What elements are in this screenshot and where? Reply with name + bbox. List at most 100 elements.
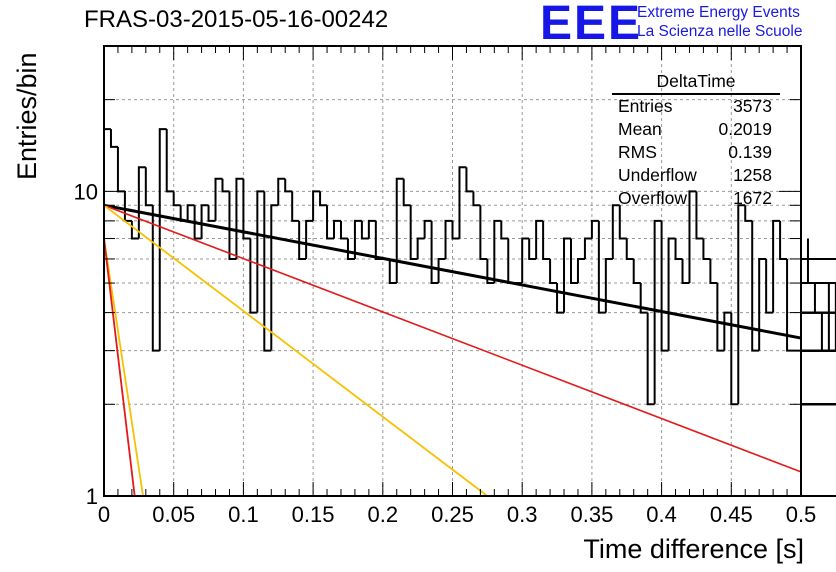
histogram-bin (801, 403, 836, 406)
histogram-bin (319, 191, 328, 207)
histogram-bin (500, 220, 509, 240)
stats-row: Underflow 1258 (612, 164, 780, 187)
logo-caption: Extreme Energy Events La Scienza nelle S… (637, 3, 802, 41)
x-tick-label: 0.05 (152, 502, 195, 527)
histogram-bin (305, 219, 314, 259)
fit-curve (103, 203, 802, 340)
histogram-bin (667, 237, 676, 351)
histogram-bin (632, 258, 641, 285)
stats-label: RMS (618, 142, 657, 162)
histogram-bin (277, 177, 286, 206)
x-tick-label: 0.45 (710, 502, 753, 527)
stats-row: Overflow 1672 (612, 187, 780, 210)
histogram-bin (367, 219, 376, 239)
histogram-bin (590, 219, 599, 239)
histogram-bin (137, 166, 146, 239)
histogram-bin (256, 190, 265, 313)
histogram-bin (270, 204, 279, 351)
histogram-bin (151, 205, 160, 352)
x-tick-label: 0.4 (646, 502, 677, 527)
histogram-bin (291, 191, 300, 222)
histogram-bin (507, 238, 516, 285)
histogram-bin (751, 220, 760, 352)
fit-curves (103, 203, 802, 497)
axis-ticks (103, 45, 802, 497)
logo-caption-line1: Extreme Energy Events (637, 4, 800, 21)
stats-value: 1258 (733, 165, 772, 185)
stats-value: 0.139 (728, 142, 772, 162)
histogram-bin (801, 495, 836, 497)
histogram-bin (298, 220, 307, 260)
histogram-bin (284, 178, 293, 193)
histogram-bin (772, 219, 781, 313)
histogram-bin (423, 219, 432, 239)
histogram-bin (801, 282, 836, 285)
histogram-bin (801, 349, 836, 352)
histogram-bin (801, 311, 836, 314)
histogram-bin (109, 129, 118, 148)
histogram-bin (444, 219, 453, 259)
histogram-bin (801, 311, 836, 314)
histogram-bin (200, 204, 209, 239)
histogram-bin (801, 349, 836, 352)
histogram-bin (312, 190, 321, 221)
histogram-bin (339, 220, 348, 240)
x-tick-label: 0 (98, 502, 110, 527)
histogram-bin (374, 220, 383, 260)
histogram-bin (688, 190, 697, 284)
histogram-bin (801, 311, 836, 314)
histogram-bin (801, 403, 836, 406)
histogram-bin (521, 237, 530, 284)
histogram-bin (221, 178, 230, 193)
histogram-bin (123, 191, 132, 222)
histogram-bin (535, 219, 544, 259)
x-tick-label: 0.1 (228, 502, 259, 527)
histogram-bin (465, 167, 474, 193)
histogram-bin (801, 311, 836, 314)
histogram-bin (801, 349, 836, 352)
stats-row: Entries 3573 (612, 95, 780, 118)
histogram-bin (556, 283, 565, 314)
histogram-bin (801, 257, 836, 260)
y-axis-label: Entries/bin (12, 52, 42, 180)
histogram-bin (214, 177, 223, 221)
x-axis-label: Time difference [s] (583, 534, 804, 564)
eee-logo: EEE (540, 0, 643, 50)
histogram-bin (576, 257, 585, 284)
stats-row: RMS 0.139 (612, 141, 780, 164)
histogram-bin (549, 258, 558, 285)
histogram-bin (493, 219, 502, 284)
histogram-bin (395, 177, 404, 284)
x-tick-label: 0.15 (292, 502, 335, 527)
stats-label: Underflow (618, 165, 697, 185)
histogram-bin (744, 205, 753, 222)
histogram-bin (569, 238, 578, 285)
histogram-bin (681, 258, 690, 285)
histogram-bin (779, 220, 788, 260)
histogram-bin (639, 283, 648, 314)
histogram-bin (333, 219, 341, 239)
histogram-bin (801, 311, 836, 314)
histogram-bin (165, 129, 174, 193)
histogram-bin (801, 238, 809, 285)
run-title: FRAS-03-2015-05-16-00242 (84, 6, 389, 33)
histogram-bin (716, 283, 725, 352)
histogram-bin (801, 312, 823, 352)
histogram-bin (242, 178, 251, 240)
stats-value: 3573 (733, 96, 772, 116)
histogram-bin (737, 204, 746, 405)
histogram-bin (207, 205, 216, 222)
histogram-bin (801, 311, 836, 314)
stats-box-name: DeltaTime (612, 70, 780, 95)
histogram-bin (228, 191, 237, 260)
histogram-bin (479, 205, 488, 260)
histogram-bin (646, 312, 655, 406)
histogram-bin (801, 349, 836, 352)
histogram-bin (451, 220, 460, 240)
histogram-bin (801, 403, 836, 406)
histogram-bin (563, 237, 571, 313)
histogram-bin (402, 178, 411, 207)
x-tick-label: 0.35 (570, 502, 613, 527)
histogram-bin (801, 349, 836, 352)
fit-curve (103, 204, 488, 497)
